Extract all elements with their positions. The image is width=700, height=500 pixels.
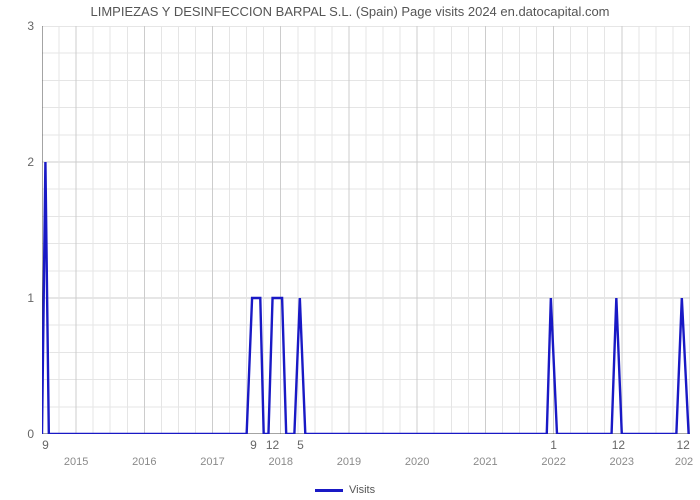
x-year-label: 2017 [200,456,224,468]
x-value-label: 12 [676,438,689,452]
x-year-label: 2023 [610,456,634,468]
legend-label: Visits [349,484,375,496]
legend: Visits [315,484,375,496]
x-year-label: 2016 [132,456,156,468]
y-tick-label: 0 [0,427,34,441]
plot-area [42,26,690,434]
x-value-label: 1 [550,438,557,452]
x-value-label: 12 [612,438,625,452]
x-year-label: 2020 [405,456,429,468]
x-value-label: 12 [266,438,279,452]
chart-container: LIMPIEZAS Y DESINFECCION BARPAL S.L. (Sp… [0,0,700,500]
y-tick-label: 1 [0,291,34,305]
x-value-label: 9 [250,438,257,452]
x-year-label: 2022 [541,456,565,468]
x-year-label: 2018 [268,456,292,468]
legend-swatch [315,489,343,492]
x-value-label: 9 [42,438,49,452]
x-year-label: 2019 [337,456,361,468]
x-value-label: 5 [297,438,304,452]
x-year-label: 2021 [473,456,497,468]
chart-title: LIMPIEZAS Y DESINFECCION BARPAL S.L. (Sp… [0,4,700,19]
y-tick-label: 2 [0,155,34,169]
x-year-label: 2015 [64,456,88,468]
y-tick-label: 3 [0,19,34,33]
x-year-label-truncated: 202 [675,456,693,468]
